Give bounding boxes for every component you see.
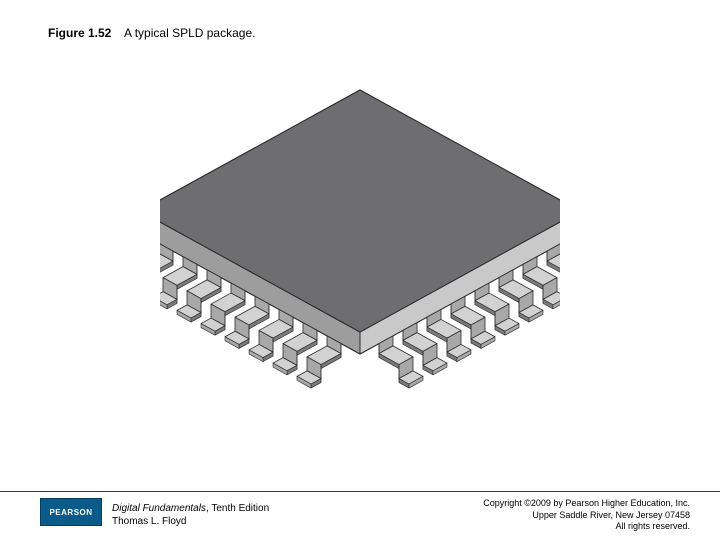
figure-caption-text: A typical SPLD package. [124, 26, 255, 40]
book-author: Thomas L. Floyd [112, 516, 186, 527]
footer-rule [0, 491, 720, 492]
copyright-block: Copyright ©2009 by Pearson Higher Educat… [483, 498, 690, 532]
copyright-line3: All rights reserved. [483, 521, 690, 532]
pearson-logo-text: PEARSON [49, 508, 92, 517]
figure-label: Figure 1.52 [48, 26, 111, 40]
copyright-line1: Copyright ©2009 by Pearson Higher Educat… [483, 498, 690, 509]
pearson-logo: PEARSON [40, 498, 102, 526]
copyright-line2: Upper Saddle River, New Jersey 07458 [483, 510, 690, 521]
book-title: Digital Fundamentals [112, 503, 206, 514]
chip-illustration [140, 55, 580, 455]
figure-caption: Figure 1.52 A typical SPLD package. [48, 26, 255, 40]
book-credit: Digital Fundamentals, Tenth Edition Thom… [112, 503, 269, 528]
book-edition: Tenth Edition [211, 503, 269, 514]
